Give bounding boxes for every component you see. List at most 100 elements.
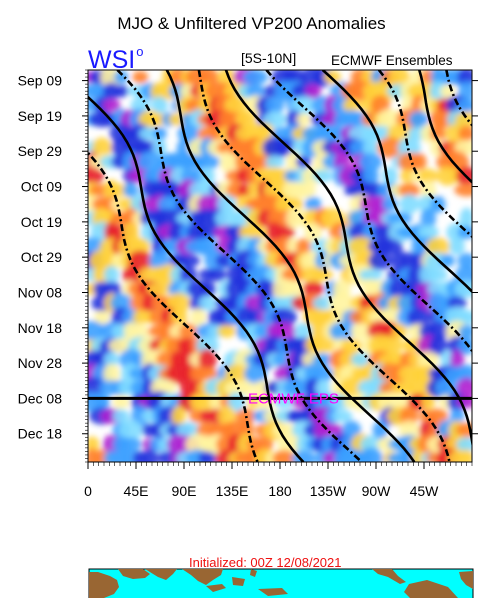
anomaly-cell-786 [331,409,353,423]
y-tick-label-7: Nov 18 [18,320,63,336]
positive-contour-3 [165,70,416,462]
anomaly-cell-525 [329,292,355,314]
negative-contour-8 [377,70,472,239]
mjo-contours [88,70,503,462]
anomaly-cell-114 [296,113,311,126]
anomaly-cell-415 [176,254,201,268]
anomaly-cell-731 [456,377,472,399]
anomaly-cell-216 [358,152,383,171]
anomaly-cell-875 [291,450,316,462]
anomaly-cell-327 [214,209,239,228]
x-tick-label-0: 0 [84,483,92,499]
anomaly-cell-459 [281,267,307,282]
anomaly-cell-12 [242,70,268,86]
anomaly-cell-209 [265,155,285,169]
positive-contour-7 [321,70,472,294]
anomaly-cell-204 [219,151,234,173]
anomaly-cell-219 [410,152,427,171]
anomaly-cell-537 [94,310,110,324]
anomaly-cell-433 [368,251,393,271]
anomaly-cell-573 [131,323,149,340]
negative-contour-6 [265,70,472,354]
anomaly-cell-222 [88,168,104,184]
y-tick-label-5: Oct 29 [21,249,62,265]
arabia-landmass [118,569,150,579]
anomaly-cell-767 [112,409,130,423]
anomaly-cell-386 [194,237,221,256]
anomaly-cell-113 [286,110,302,129]
anomaly-cell-511 [166,292,191,314]
anomaly-cell-823 [119,437,142,452]
positive-contour-11 [479,70,503,462]
hovmoller-chart: ECMWF EPS Sep 09 Sep 19 Sep 29 Oct 09 Oct 19… [18,69,503,499]
anomaly-cell-683 [311,365,334,382]
anomaly-cell-630 [458,335,472,355]
anomaly-cell-362 [273,225,295,240]
forecast-label: ECMWF EPS [248,390,339,407]
central-america-landmass [372,569,406,584]
anomaly-cell-642 [198,348,217,371]
anomaly-cell-78 [265,96,285,115]
anomaly-cell-112 [262,111,287,128]
anomaly-cell-524 [312,296,333,310]
model-label: ECMWF Ensembles [331,53,453,68]
y-tick-label-1: Sep 19 [18,108,63,124]
anomaly-cell-580 [217,324,236,338]
positive-contour-5 [224,70,472,449]
anomaly-cell-621 [340,338,363,353]
plot-area: ECMWF EPS [87,69,503,463]
west-africa-landmass [459,571,473,589]
anomaly-cell-344 [420,208,437,229]
anomaly-cell-469 [427,268,448,281]
anomaly-cell-881 [358,447,383,462]
anomaly-cell-464 [358,268,383,281]
y-tick-label-8: Nov 28 [18,355,63,371]
x-tick-label-7: 45W [410,483,440,499]
anomaly-cell-134 [152,126,167,141]
anomaly-cell-283 [454,183,472,197]
anomaly-cell-317 [122,207,139,229]
anomaly-cell-719 [315,379,331,397]
anomaly-cell-589 [329,321,355,341]
anomaly-cell-461 [312,268,334,281]
anomaly-cell-678 [244,363,267,384]
anomaly-cell-890 [459,449,472,462]
anomaly-cell-187 [397,137,421,158]
southeast-asia-landmass [182,569,223,585]
anomaly-cell-231 [200,167,215,185]
anomaly-cell-862 [141,448,158,462]
anomaly-cell-814 [399,420,420,441]
anomaly-cell-761 [421,394,436,410]
y-tick-label-0: Sep 09 [18,73,63,89]
anomaly-cell-598 [458,324,472,338]
anomaly-cell-159 [458,125,472,142]
anomaly-cell-792 [449,408,465,424]
anomaly-cell-789 [399,405,419,427]
positive-contour-1 [88,95,305,462]
anomaly-cell-712 [238,380,254,396]
anomaly-cell-31 [102,82,121,100]
x-tick-label-1: 45E [124,483,149,499]
anomaly-cell-569 [88,320,105,342]
anomaly-cell-310 [399,194,419,215]
anomaly-cell-811 [321,423,344,438]
anomaly-cell-443 [103,265,120,284]
anomaly-cell-274 [290,181,317,199]
anomaly-cell-400 [348,236,375,257]
anomaly-cell-633 [103,351,120,368]
anomaly-cell-874 [272,450,297,462]
anomaly-cell-245 [362,165,379,187]
anomaly-cell-624 [377,335,403,356]
x-tick-label-6: 90W [362,483,392,499]
x-axis: 0 45E 90E 135E 180 135W 90W 45W [84,462,473,499]
y-tick-label-6: Nov 08 [18,284,63,300]
anomaly-cell-45 [246,84,265,99]
region-label: [5S-10N] [241,50,297,66]
anomaly-cell-675 [196,367,219,381]
anomaly-cell-705 [161,380,177,396]
anomaly-cell-772 [171,405,186,427]
anomaly-cell-185 [362,139,379,156]
anomaly-cell-343 [386,212,413,225]
south-america-landmass [404,580,458,598]
anomaly-cell-777 [235,408,257,424]
